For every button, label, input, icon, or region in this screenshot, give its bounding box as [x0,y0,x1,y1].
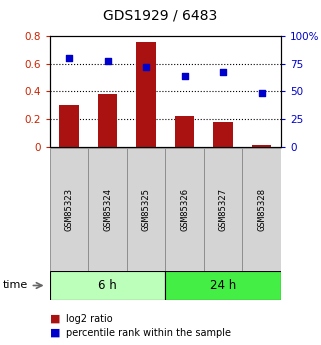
Bar [127,148,165,271]
Text: ■: ■ [50,314,60,324]
Text: percentile rank within the sample: percentile rank within the sample [66,328,231,338]
Text: GSM85325: GSM85325 [142,188,151,231]
Text: GSM85323: GSM85323 [65,188,74,231]
Point [221,69,226,74]
Bar [204,148,242,271]
Bar [50,148,88,271]
Bar [136,42,156,147]
Bar [165,271,281,300]
Point [259,90,264,95]
Bar [175,116,194,147]
Bar [242,148,281,271]
Text: GSM85326: GSM85326 [180,188,189,231]
Point [105,58,110,63]
Text: GSM85327: GSM85327 [219,188,228,231]
Bar [252,145,271,147]
Bar [165,148,204,271]
Bar [59,105,79,147]
Bar [50,271,165,300]
Text: GDS1929 / 6483: GDS1929 / 6483 [103,9,218,22]
Text: 6 h: 6 h [98,279,117,292]
Text: time: time [3,280,29,290]
Bar [98,94,117,147]
Point [66,56,72,61]
Text: GSM85324: GSM85324 [103,188,112,231]
Bar [213,122,233,147]
Text: GSM85328: GSM85328 [257,188,266,231]
Point [143,65,149,70]
Point [182,73,187,79]
Text: log2 ratio: log2 ratio [66,314,112,324]
Bar [88,148,127,271]
Text: ■: ■ [50,328,60,338]
Text: 24 h: 24 h [210,279,236,292]
